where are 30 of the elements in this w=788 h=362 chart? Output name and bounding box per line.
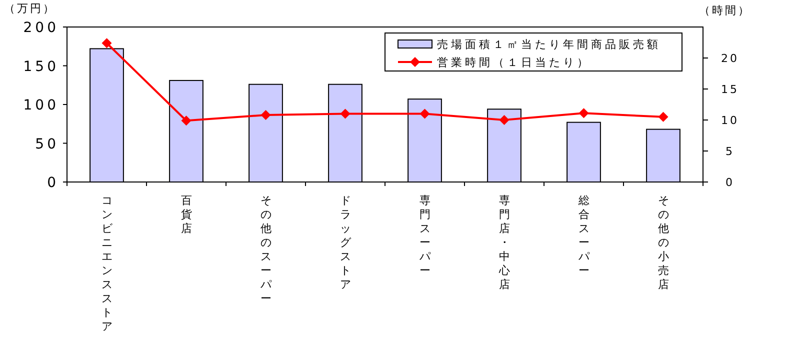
point <box>340 108 350 119</box>
y2-tick-label: 20 <box>721 52 739 65</box>
y-axis-title: （万円） <box>4 2 56 15</box>
x-tick-label: ドラッグストア <box>340 194 352 291</box>
x-tick-label: その他のスーパー <box>259 194 272 305</box>
point <box>420 108 430 119</box>
y2-tick-label: 15 <box>721 83 739 96</box>
y2-tick-label: 0 <box>726 176 734 189</box>
y-tick-label: 150 <box>23 58 59 75</box>
x-tick-label: 総合スーパー <box>577 194 590 277</box>
x-tick-label: 専門店・中心店 <box>498 194 510 291</box>
point <box>578 108 589 118</box>
point <box>658 112 668 122</box>
y-tick-label: 0 <box>47 175 59 191</box>
legend-label: 営業時間（１日当たり） <box>437 56 591 69</box>
legend-label: 売場面積１㎡当たり年間商品販売額 <box>437 38 661 51</box>
y-tick-label: 200 <box>23 20 59 36</box>
y2-tick-label: 5 <box>726 145 734 158</box>
y-tick-label: 100 <box>23 98 59 114</box>
x-tick-label: 百貨店 <box>180 194 192 235</box>
point <box>102 38 112 48</box>
x-tick-label: 専門スーパー <box>418 194 432 277</box>
x-tick-label: その他の小売店 <box>658 194 669 291</box>
point <box>499 115 510 125</box>
point <box>181 116 192 126</box>
point <box>260 110 271 120</box>
y2-tick-label: 10 <box>721 114 739 127</box>
y-tick-label: 50 <box>35 136 59 152</box>
y2-axis-title: （時間） <box>699 4 751 17</box>
category-label: コンビニエンスストア <box>101 194 112 333</box>
